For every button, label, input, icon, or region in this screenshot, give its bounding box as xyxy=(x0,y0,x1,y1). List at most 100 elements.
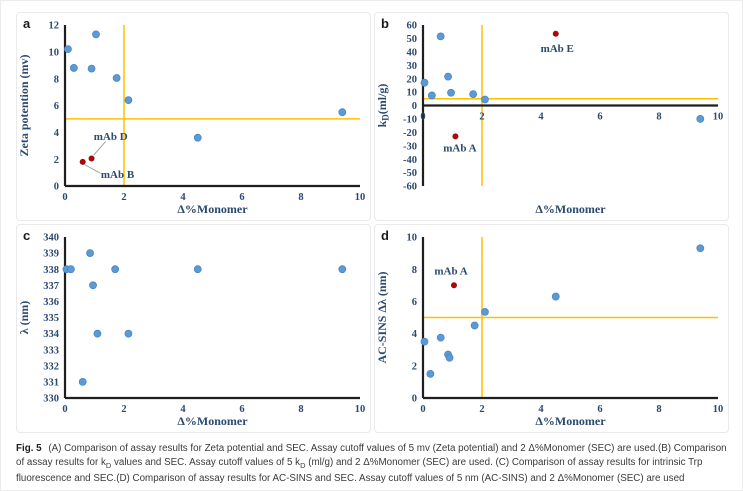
y-axis-title: AC-SINS Δλ (nm) xyxy=(375,271,389,363)
y-tick-label: -40 xyxy=(403,155,417,166)
figure-caption-text: (A) Comparison of assay results for Zeta… xyxy=(16,443,727,484)
annotation-leader-line xyxy=(93,141,107,156)
y-tick-label: 336 xyxy=(43,297,59,308)
x-tick-label: 0 xyxy=(420,404,425,415)
data-point xyxy=(88,155,95,162)
x-tick-label: 4 xyxy=(538,112,544,123)
data-point xyxy=(92,30,100,39)
x-tick-label: 8 xyxy=(298,192,303,203)
x-tick-label: 10 xyxy=(355,192,366,203)
y-tick-label: -50 xyxy=(403,168,417,179)
y-tick-label: 10 xyxy=(49,47,60,58)
chart-panel-b: b -60 -50 -40 -30 -20 -10 0 10 20 30 40 50 60 0 2 4 6 8 10… xyxy=(374,12,729,221)
data-point xyxy=(67,265,75,274)
x-tick-label: 0 xyxy=(62,192,67,203)
y-tick-label: 12 xyxy=(49,21,60,32)
y-tick-label: 333 xyxy=(43,345,59,356)
data-point xyxy=(469,90,478,98)
data-point xyxy=(111,265,120,274)
annotation-label: mAb A xyxy=(443,142,476,154)
panel-letter-b: b xyxy=(381,16,389,31)
data-point xyxy=(86,249,94,258)
y-tick-label: 2 xyxy=(412,361,417,372)
trp-fluorescence-scatter-chart: 330 331 332 333 334 335 336 337 338 339 340 0 2 4 6 8 10… xyxy=(17,233,365,428)
y-tick-label: 6 xyxy=(412,297,417,308)
x-tick-label: 2 xyxy=(479,404,484,415)
data-point xyxy=(124,96,133,105)
y-tick-label: 340 xyxy=(43,233,59,244)
data-point xyxy=(112,74,121,82)
data-point xyxy=(436,32,445,41)
data-point xyxy=(426,369,435,378)
panel-letter-d: d xyxy=(381,228,389,243)
y-tick-label: 338 xyxy=(43,265,59,276)
y-tick-label: 0 xyxy=(412,101,417,112)
data-point xyxy=(338,265,347,274)
data-point xyxy=(696,244,705,253)
data-point xyxy=(481,307,489,316)
x-tick-label: 10 xyxy=(713,404,724,415)
figure-caption: Fig. 5 (A) Comparison of assay results f… xyxy=(16,442,730,485)
y-tick-label: 334 xyxy=(43,329,60,340)
data-point xyxy=(445,353,454,362)
x-tick-label: 6 xyxy=(597,112,602,123)
x-tick-label: 8 xyxy=(298,404,303,415)
data-point xyxy=(552,30,559,37)
x-tick-label: 2 xyxy=(479,112,484,123)
data-point xyxy=(450,282,457,289)
data-point xyxy=(78,377,87,386)
y-tick-label: 335 xyxy=(43,313,59,324)
data-point xyxy=(470,321,479,330)
data-point xyxy=(420,337,429,346)
x-tick-label: 4 xyxy=(180,404,186,415)
y-tick-label: 20 xyxy=(407,74,418,85)
y-tick-label: 6 xyxy=(54,101,59,112)
y-tick-label: -30 xyxy=(403,141,417,152)
y-tick-label: 2 xyxy=(54,155,59,166)
data-point xyxy=(481,95,489,104)
y-tick-label: 8 xyxy=(54,74,59,85)
annotation-label: mAb D xyxy=(94,131,128,143)
data-point xyxy=(89,281,97,290)
data-point xyxy=(193,133,202,142)
data-point xyxy=(444,72,452,81)
y-tick-label: 332 xyxy=(43,361,59,372)
figure-caption-label: Fig. 5 xyxy=(16,443,42,454)
x-tick-label: 4 xyxy=(180,192,186,203)
caption-segment: values and SEC. Assay cutoff values of 5… xyxy=(111,456,301,468)
y-axis-title: Zeta potention (mv) xyxy=(17,55,31,157)
data-point xyxy=(447,88,455,97)
y-tick-label: 8 xyxy=(412,265,417,276)
x-axis-title: Δ%Monomer xyxy=(535,202,606,216)
annotation-label: mAb E xyxy=(541,43,574,55)
y-tick-label: 40 xyxy=(407,47,418,58)
x-tick-label: 10 xyxy=(713,112,724,123)
caption-subscript: D xyxy=(300,460,306,470)
data-point xyxy=(79,158,86,165)
chart-panel-c: c 330 331 332 333 334 335 336 337 338 339 340 0 2 4 6 8… xyxy=(16,224,371,433)
y-tick-label: 10 xyxy=(407,88,418,99)
x-tick-label: 8 xyxy=(656,404,661,415)
x-tick-label: 6 xyxy=(597,404,602,415)
chart-panel-a: a 0 2 4 6 8 10 12 0 2 4 6 8 10 Δ%Monomer Zeta potentio… xyxy=(16,12,371,221)
annotation-label: mAb B xyxy=(101,169,135,181)
y-tick-label: 50 xyxy=(407,34,418,45)
x-axis-title: Δ%Monomer xyxy=(535,414,606,428)
data-point xyxy=(420,78,429,87)
y-tick-label: 339 xyxy=(43,249,59,260)
y-tick-label: 30 xyxy=(407,61,418,72)
x-axis-title: Δ%Monomer xyxy=(177,202,248,216)
annotation-label: mAb A xyxy=(434,265,467,277)
data-point xyxy=(124,329,133,338)
y-axis-title: kD(ml/g) xyxy=(375,84,391,128)
y-tick-label: 4 xyxy=(412,329,418,340)
caption-subscript: D xyxy=(105,460,112,470)
data-point xyxy=(551,292,560,301)
y-tick-label: 331 xyxy=(43,378,59,389)
data-point xyxy=(436,333,445,342)
x-tick-label: 2 xyxy=(121,192,126,203)
panel-letter-c: c xyxy=(23,228,31,243)
ac-sins-scatter-chart: 0 2 4 6 8 10 0 2 4 6 8 10 Δ%Monomer AC-SINS Δλ (nm) mA… xyxy=(375,233,724,428)
